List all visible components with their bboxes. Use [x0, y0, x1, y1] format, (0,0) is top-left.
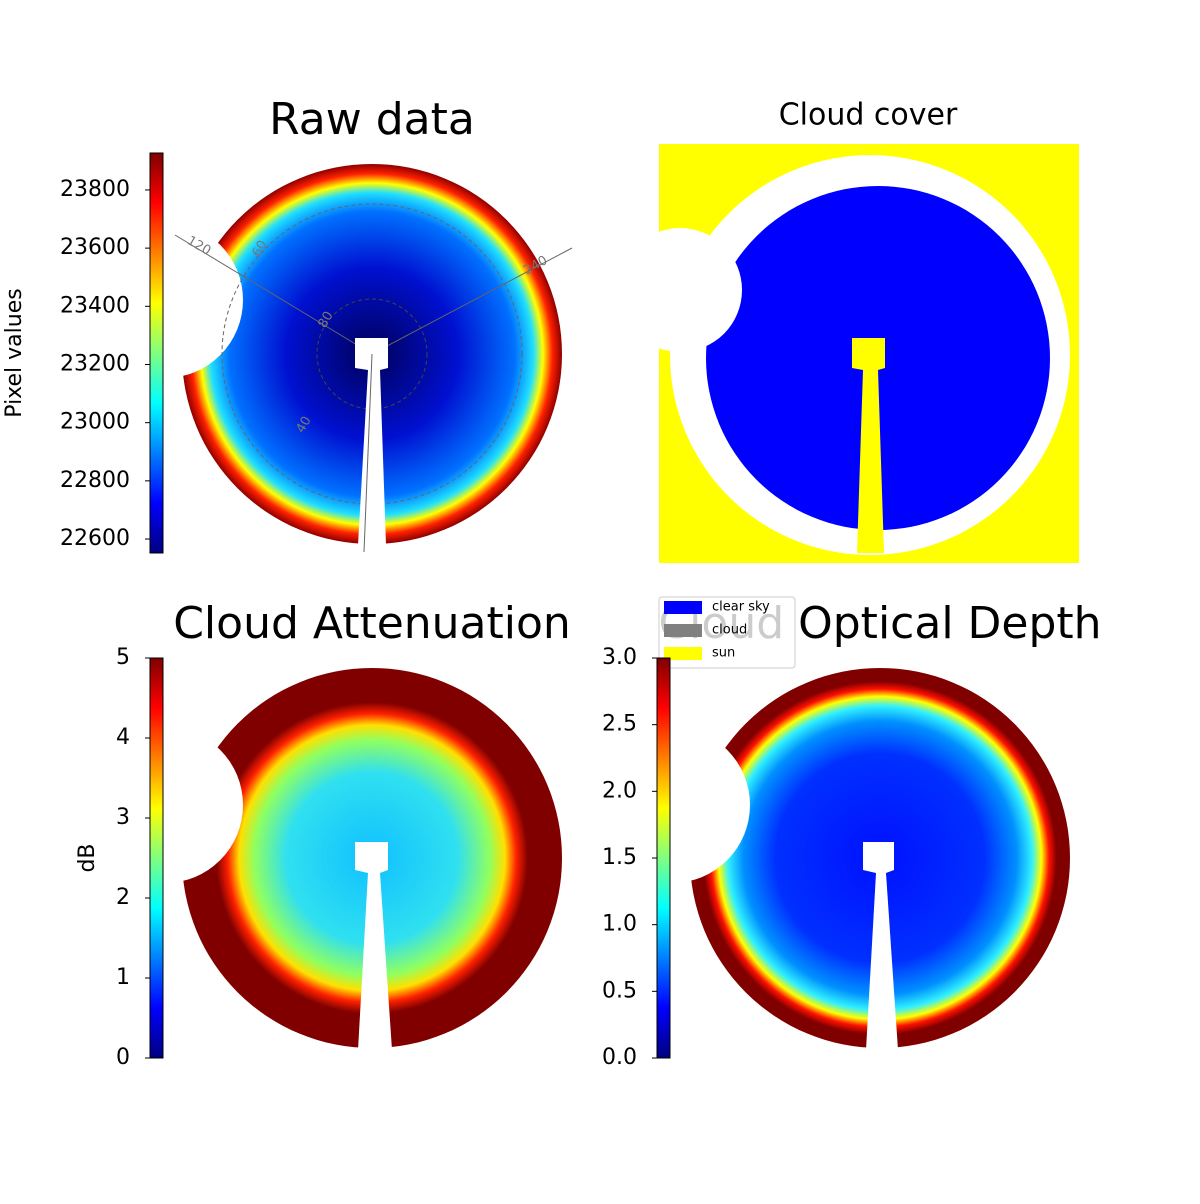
legend-label: sun	[712, 646, 735, 661]
colorbar-tick-label: 23000	[60, 410, 130, 435]
colorbar-label: dB	[75, 843, 100, 872]
colorbar-tick-label: 5	[116, 645, 130, 670]
attenuation-image	[87, 668, 562, 1050]
colorbar	[149, 152, 164, 554]
colorbar-tick-label: 23600	[60, 235, 130, 260]
raw-image	[87, 164, 573, 553]
chart-title: Raw data	[269, 94, 475, 145]
colorbar-label: Pixel values	[2, 288, 27, 417]
colorbar-tick-label: 1.5	[602, 845, 637, 870]
colorbar-tick-label: 4	[116, 725, 130, 750]
colorbar-tick-label: 0.5	[602, 978, 637, 1003]
legend-label: clear sky	[712, 600, 770, 615]
colorbar-tick-label: 2	[116, 885, 130, 910]
legend-swatch	[664, 624, 702, 637]
colorbar-tick-label: 2.5	[602, 712, 637, 737]
polar-label: 80	[316, 309, 337, 331]
colorbar-tick-label: 3	[116, 805, 130, 830]
polar-label: 40	[294, 414, 315, 436]
colorbar-tick-label: 2.0	[602, 778, 637, 803]
cod-image	[594, 668, 1070, 1050]
colorbar-tick-label: 22800	[60, 468, 130, 493]
colorbar	[656, 657, 671, 1059]
colorbar-tick-label: 1	[116, 965, 130, 990]
colorbar-tick-label: 0	[116, 1045, 130, 1070]
colorbar-tick-label: 23400	[60, 293, 130, 318]
legend-swatch	[664, 647, 702, 660]
chart-title: Cloud Attenuation	[173, 598, 571, 649]
colorbar-tick-label: 23800	[60, 177, 130, 202]
legend-label: cloud	[712, 623, 747, 638]
chart-title: Cloud cover	[779, 98, 958, 133]
cloud-cover-image	[618, 144, 1079, 563]
legend-swatch	[664, 601, 702, 614]
colorbar-tick-label: 22600	[60, 526, 130, 551]
colorbar-tick-label: 23200	[60, 351, 130, 376]
colorbar-tick-label: 1.0	[602, 912, 637, 937]
legend: clear sky cloud sun	[658, 596, 796, 669]
polar-label: 60	[250, 238, 271, 260]
colorbar-tick-label: 3.0	[602, 645, 637, 670]
colorbar	[149, 657, 164, 1059]
colorbar-tick-label: 0.0	[602, 1045, 637, 1070]
